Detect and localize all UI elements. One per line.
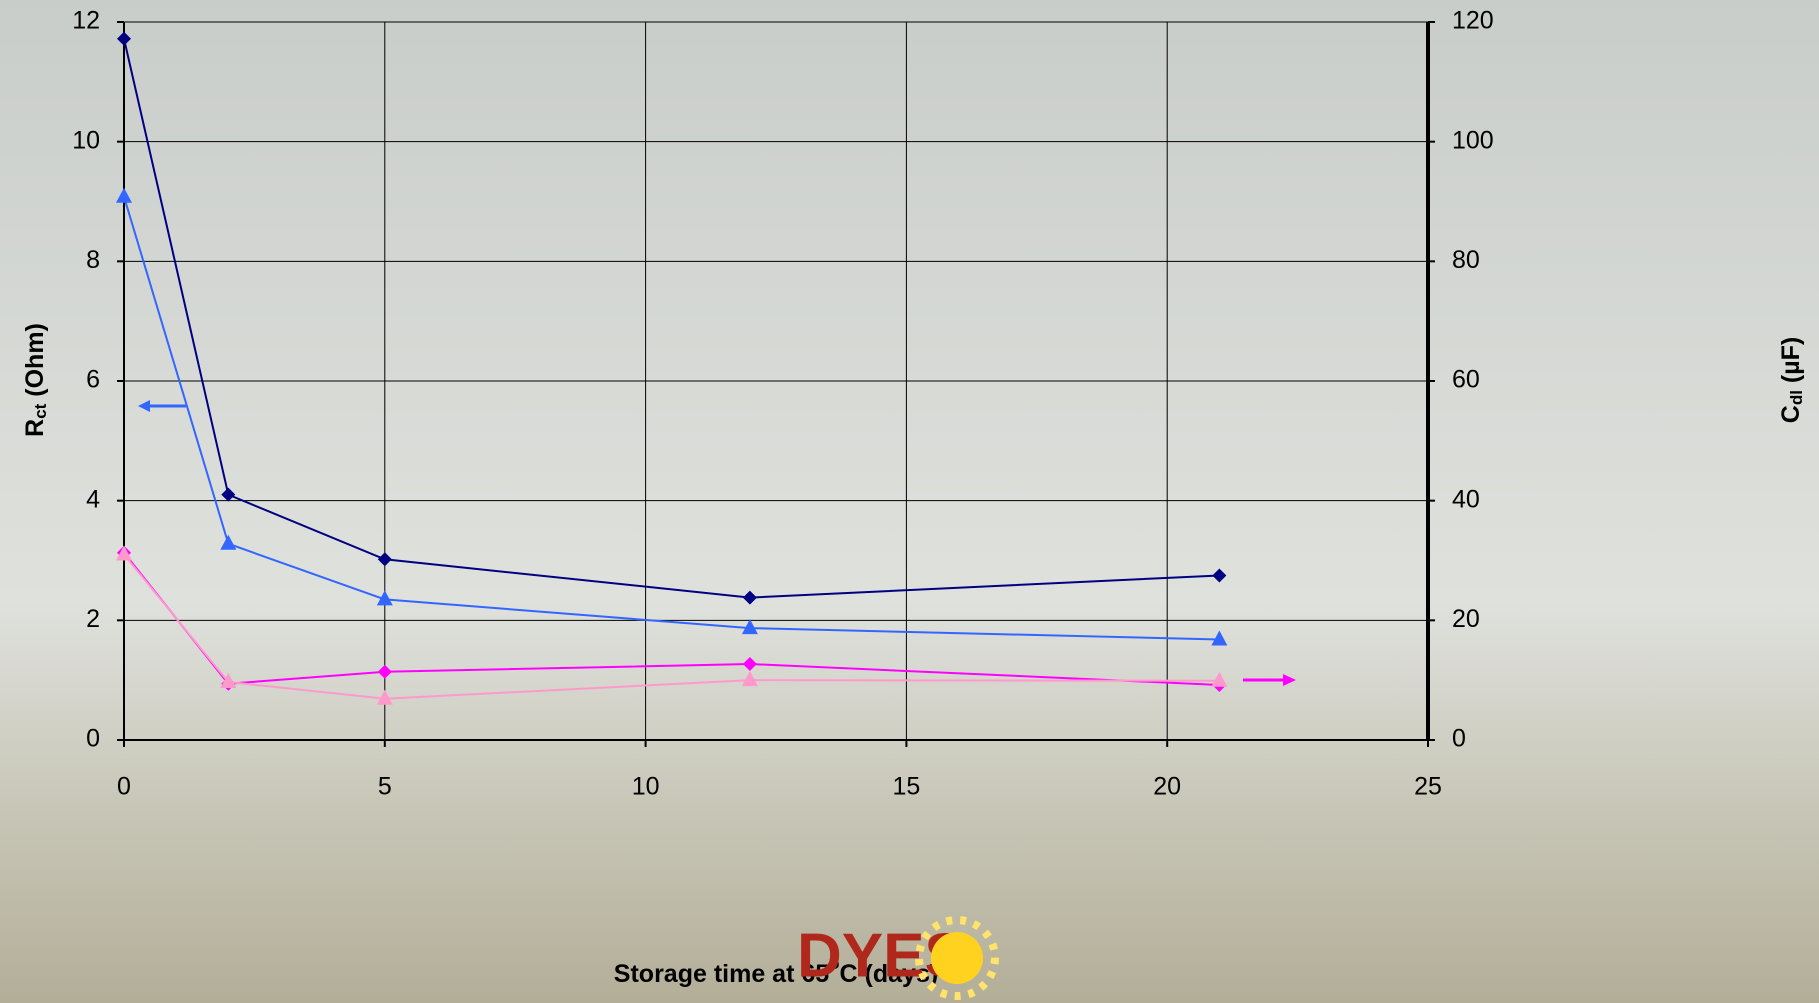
y2-tick-label: 60 xyxy=(1452,366,1480,394)
marker xyxy=(742,590,757,605)
marker xyxy=(220,672,237,688)
marker xyxy=(1212,568,1227,583)
x-label-sup: o xyxy=(829,954,839,973)
marker xyxy=(117,31,131,46)
y-tick-label: 6 xyxy=(86,366,100,394)
x-tick-label: 20 xyxy=(1153,773,1181,801)
marker xyxy=(221,487,236,502)
logo-sun xyxy=(915,916,999,1000)
x-tick-label: 5 xyxy=(378,773,392,801)
marker xyxy=(220,534,237,550)
y-tick-label: 0 xyxy=(86,725,100,753)
y-tick-label: 4 xyxy=(86,485,100,513)
x-tick-label: 15 xyxy=(892,773,920,801)
y-label-sub: ct xyxy=(31,403,50,418)
y2-tick-label: 40 xyxy=(1452,485,1480,513)
x-tick-label: 0 xyxy=(117,773,131,801)
y-label-part: (Ohm) xyxy=(21,323,49,404)
y2-tick-label: 100 xyxy=(1452,126,1494,154)
marker xyxy=(1211,671,1228,687)
y2-label-sub: dl xyxy=(1787,390,1806,405)
marker xyxy=(116,187,132,203)
y-tick-label: 2 xyxy=(86,605,100,633)
marker xyxy=(376,689,393,705)
y-label-part: R xyxy=(21,419,49,437)
x-tick-label: 25 xyxy=(1414,773,1442,801)
marker xyxy=(742,657,757,672)
y-tick-label: 10 xyxy=(72,126,100,154)
marker xyxy=(741,619,758,635)
y2-tick-label: 20 xyxy=(1452,605,1480,633)
y2-axis-label: Cdl (µF) xyxy=(1777,337,1807,423)
marker xyxy=(1211,630,1228,646)
arrow-right xyxy=(1243,674,1296,686)
y2-tick-label: 120 xyxy=(1452,7,1494,35)
y2-label-part: (µF) xyxy=(1777,337,1805,390)
arrow-left xyxy=(138,400,186,412)
marker xyxy=(116,545,132,561)
y2-label-part: C xyxy=(1777,405,1805,423)
y-tick-label: 8 xyxy=(86,246,100,274)
y-tick-label: 12 xyxy=(72,7,100,35)
marker xyxy=(377,552,392,567)
x-label-part: Storage time at 65 xyxy=(614,960,829,988)
marker xyxy=(377,664,392,679)
marker xyxy=(376,590,393,606)
y-axis-label: Rct (Ohm) xyxy=(21,323,51,437)
y2-tick-label: 0 xyxy=(1452,725,1466,753)
x-tick-label: 10 xyxy=(632,773,660,801)
marker xyxy=(741,671,758,687)
y2-tick-label: 80 xyxy=(1452,246,1480,274)
